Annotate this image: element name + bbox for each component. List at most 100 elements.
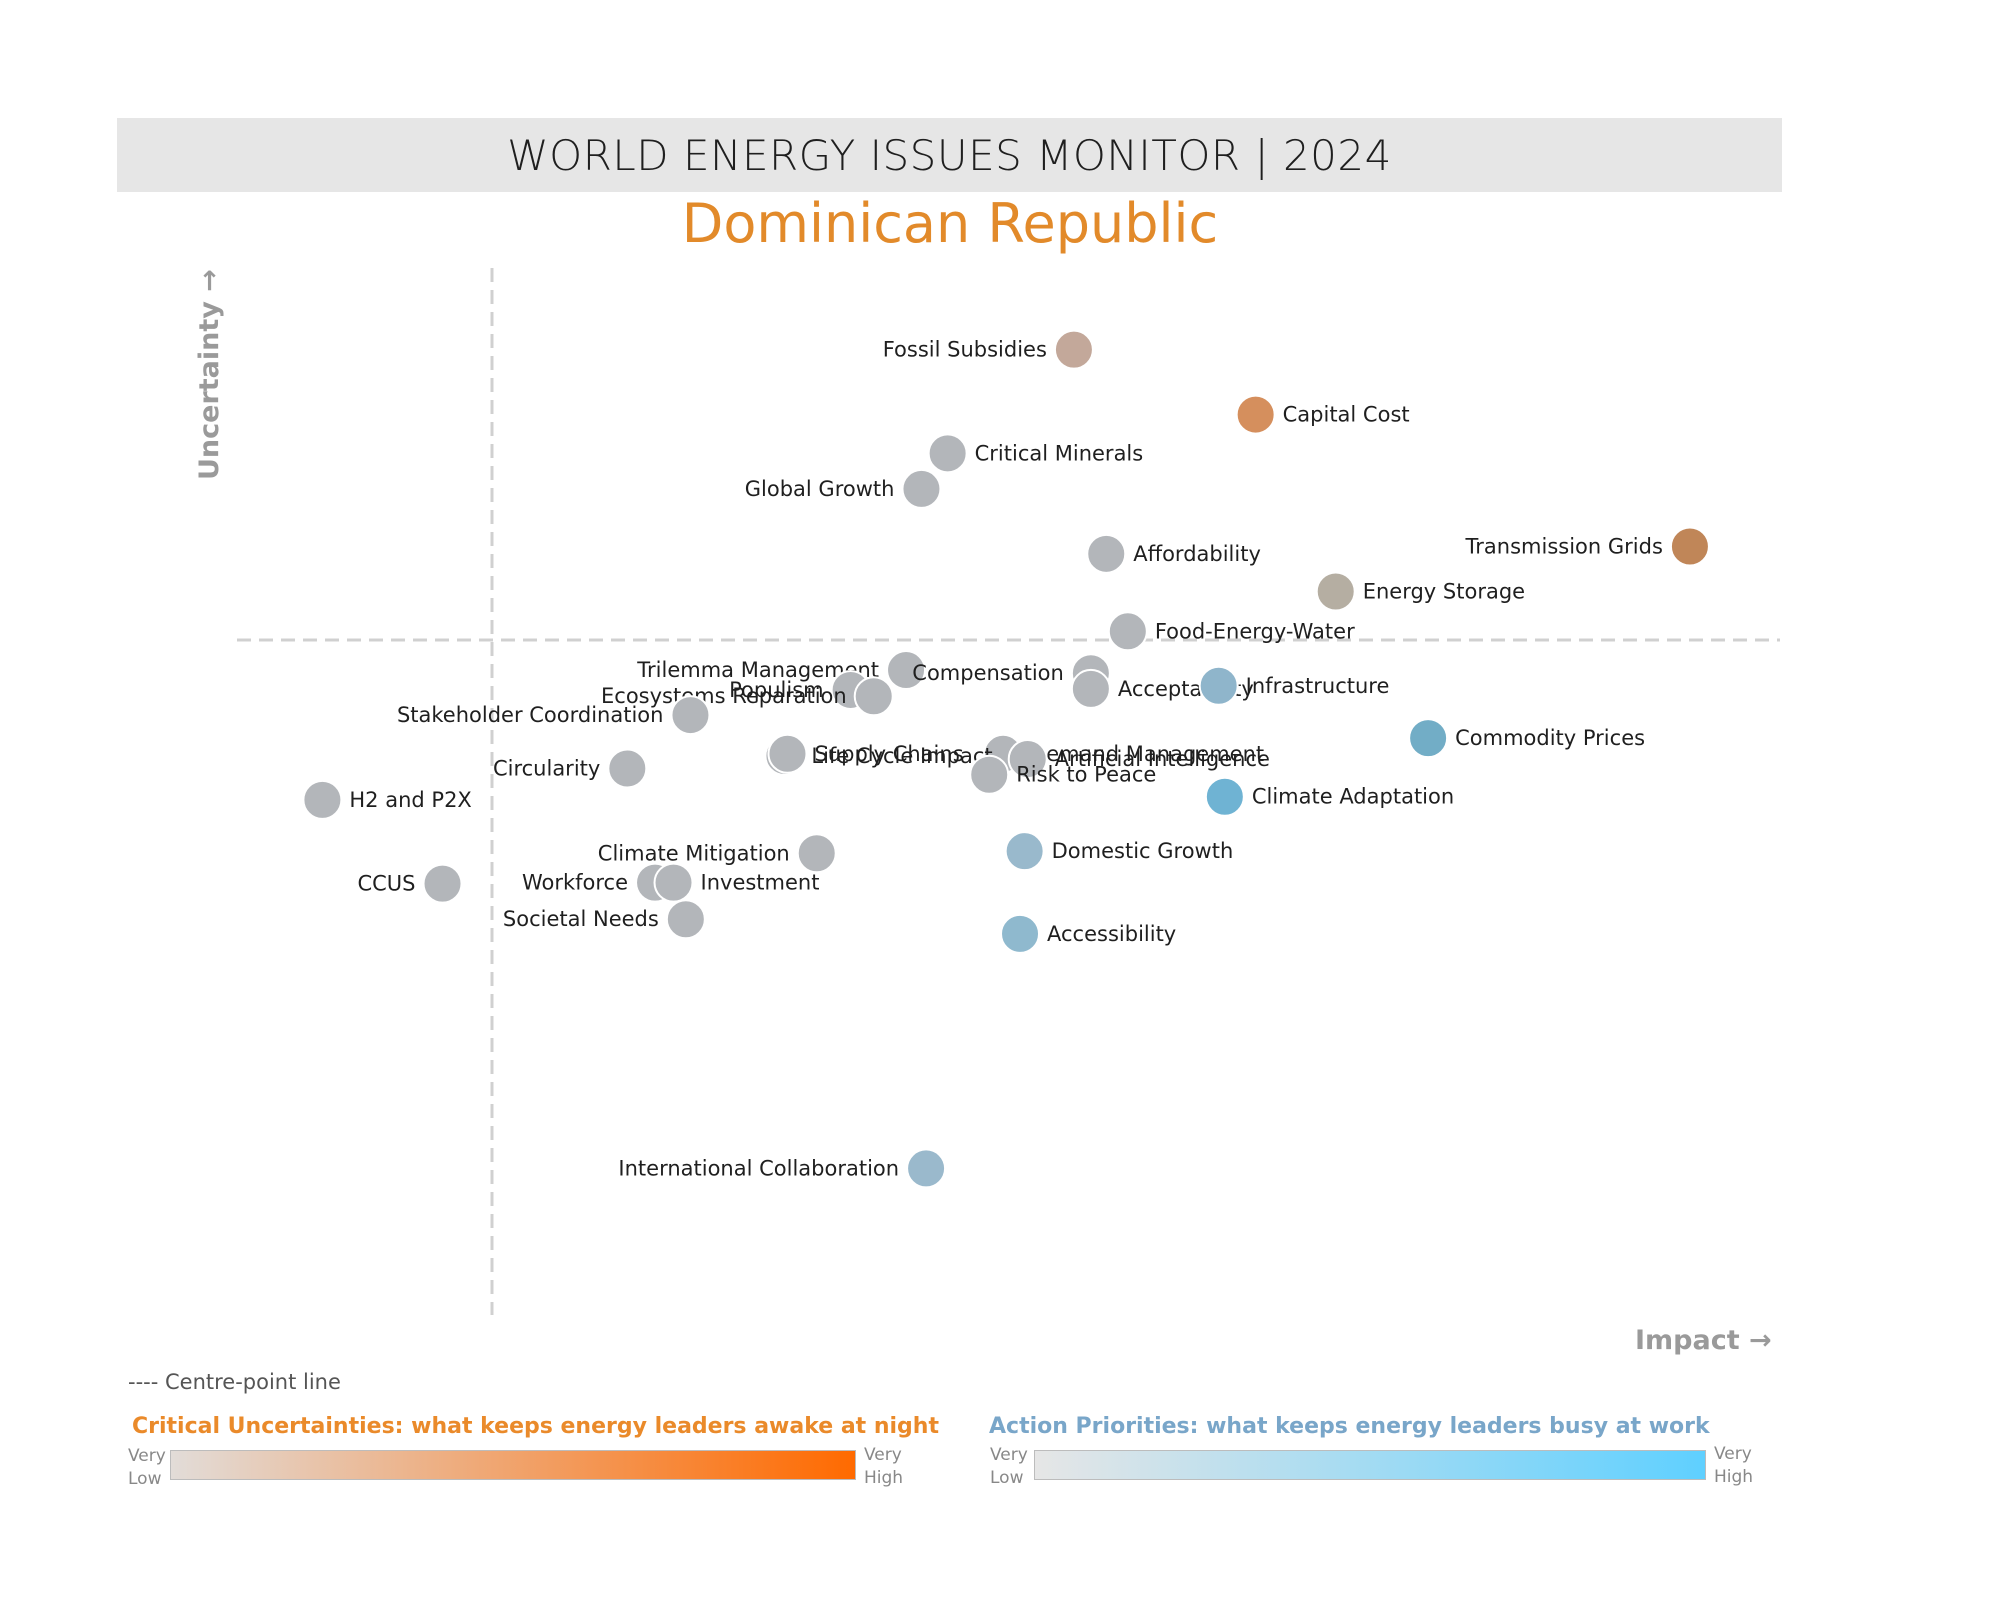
point-label-ccus: CCUS	[357, 872, 415, 896]
point-marker-stakeholder-coordination	[670, 695, 711, 736]
point-marker-ecosystems-reparation	[853, 676, 894, 717]
point-marker-risk-to-peace	[969, 754, 1010, 795]
point-domestic-growth: Domestic Growth	[1004, 831, 1234, 872]
point-label-compensation: Compensation	[912, 661, 1064, 685]
title-band: WORLD ENERGY ISSUES MONITOR | 2024	[117, 118, 1782, 192]
point-marker-acceptability	[1070, 668, 1111, 709]
action-scale-high-line1: Very	[1714, 1444, 1752, 1464]
point-label-artificial-intelligence: Artificial Intelligence	[1055, 747, 1270, 771]
critical-scale-high-line1: Very	[864, 1445, 902, 1465]
point-climate-adaptation: Climate Adaptation	[1204, 776, 1454, 817]
point-supply-chains: Supply Chains	[767, 733, 964, 774]
point-label-climate-mitigation: Climate Mitigation	[598, 841, 790, 865]
point-label-investment: Investment	[701, 871, 820, 895]
action-scale-low-line2: Low	[990, 1468, 1024, 1488]
point-marker-fossil-subsidies	[1053, 329, 1094, 370]
point-label-capital-cost: Capital Cost	[1283, 403, 1410, 427]
point-label-workforce: Workforce	[522, 871, 628, 895]
critical-uncertainties-legend-title: Critical Uncertainties: what keeps energ…	[132, 1414, 939, 1439]
page-title: WORLD ENERGY ISSUES MONITOR | 2024	[507, 130, 1392, 180]
point-accessibility: Accessibility	[1000, 913, 1176, 954]
point-marker-critical-minerals	[927, 433, 968, 474]
point-commodity-prices: Commodity Prices	[1408, 718, 1645, 759]
point-risk-to-peace: Risk to Peace	[969, 754, 1156, 795]
point-marker-climate-adaptation	[1204, 776, 1245, 817]
point-label-societal-needs: Societal Needs	[503, 907, 659, 931]
point-label-domestic-growth: Domestic Growth	[1052, 839, 1234, 863]
point-label-fossil-subsidies: Fossil Subsidies	[883, 338, 1047, 362]
point-trilemma-management: Trilemma Management	[636, 650, 927, 691]
point-global-growth: Global Growth	[745, 468, 942, 509]
point-marker-investment	[653, 862, 694, 903]
point-investment: Investment	[653, 862, 820, 903]
point-marker-energy-storage	[1315, 571, 1356, 612]
point-societal-needs: Societal Needs	[503, 899, 706, 940]
point-critical-minerals: Critical Minerals	[927, 433, 1143, 474]
point-workforce: Workforce	[522, 862, 676, 903]
point-label-populism: Populism	[729, 678, 823, 702]
point-marker-trilemma-management	[886, 650, 927, 691]
point-label-supply-chains: Supply Chains	[814, 742, 963, 766]
point-label-stakeholder-coordination: Stakeholder Coordination	[397, 703, 664, 727]
point-stakeholder-coordination: Stakeholder Coordination	[397, 695, 711, 736]
point-label-h2-and-p2x: H2 and P2X	[349, 788, 471, 812]
point-marker-affordability	[1086, 533, 1127, 574]
action-priorities-scale	[1034, 1450, 1706, 1480]
point-label-risk-to-peace: Risk to Peace	[1016, 763, 1156, 787]
critical-scale-high-line2: High	[864, 1468, 904, 1488]
point-marker-domestic-growth	[1004, 831, 1045, 872]
point-infrastructure: Infrastructure	[1198, 665, 1390, 706]
point-marker-accessibility	[1000, 913, 1041, 954]
critical-scale-low: Very Low	[128, 1445, 166, 1491]
point-marker-h2-and-p2x	[302, 779, 343, 820]
point-label-demand-management: Demand Management	[1030, 742, 1264, 766]
point-label-commodity-prices: Commodity Prices	[1455, 726, 1645, 750]
y-axis-label: Uncertainty →	[194, 269, 225, 480]
point-label-accessibility: Accessibility	[1047, 922, 1176, 946]
point-label-life-cycle-impact: Life Cycle Impact	[811, 744, 992, 768]
point-label-climate-adaptation: Climate Adaptation	[1252, 785, 1454, 809]
country-title: Dominican Republic	[681, 192, 1219, 255]
point-marker-circularity	[607, 748, 648, 789]
point-label-affordability: Affordability	[1133, 542, 1261, 566]
action-scale-low: Very Low	[990, 1444, 1028, 1490]
point-h2-and-p2x: H2 and P2X	[302, 779, 472, 820]
point-marker-infrastructure	[1198, 665, 1239, 706]
point-label-circularity: Circularity	[493, 756, 600, 780]
point-label-international-collaboration: International Collaboration	[618, 1156, 899, 1180]
point-affordability: Affordability	[1086, 533, 1261, 574]
point-marker-ccus	[422, 863, 463, 904]
action-scale-high: Very High	[1714, 1443, 1753, 1489]
critical-uncertainties-scale	[170, 1450, 856, 1480]
point-ecosystems-reparation: Ecosystems Reparation	[601, 676, 894, 717]
critical-scale-high: Very High	[864, 1444, 903, 1490]
point-marker-climate-mitigation	[796, 833, 837, 874]
point-marker-commodity-prices	[1408, 718, 1449, 759]
point-label-ecosystems-reparation: Ecosystems Reparation	[601, 684, 847, 708]
point-ccus: CCUS	[357, 863, 463, 904]
action-scale-high-line2: High	[1714, 1467, 1754, 1487]
point-transmission-grids: Transmission Grids	[1465, 526, 1710, 567]
point-label-global-growth: Global Growth	[745, 477, 895, 501]
point-populism: Populism	[729, 669, 871, 710]
point-international-collaboration: International Collaboration	[618, 1148, 947, 1189]
point-capital-cost: Capital Cost	[1235, 394, 1410, 435]
point-marker-transmission-grids	[1669, 526, 1710, 567]
centre-line-note: ---- Centre-point line	[128, 1370, 341, 1394]
point-label-infrastructure: Infrastructure	[1246, 674, 1390, 698]
x-axis-label: Impact →	[1635, 1325, 1772, 1356]
point-marker-supply-chains	[767, 733, 808, 774]
point-marker-societal-needs	[665, 899, 706, 940]
point-marker-artificial-intelligence	[1007, 739, 1048, 780]
point-fossil-subsidies: Fossil Subsidies	[883, 329, 1094, 370]
point-marker-food-energy-water	[1107, 611, 1148, 652]
point-energy-storage: Energy Storage	[1315, 571, 1525, 612]
data-points: Fossil Subsidies Capital Cost Critical Min…	[302, 329, 1710, 1189]
point-marker-global-growth	[901, 468, 942, 509]
point-marker-capital-cost	[1235, 394, 1276, 435]
critical-scale-low-line1: Very	[128, 1446, 166, 1466]
point-climate-mitigation: Climate Mitigation	[598, 833, 837, 874]
point-artificial-intelligence: Artificial Intelligence	[1007, 739, 1270, 780]
point-label-energy-storage: Energy Storage	[1363, 580, 1525, 604]
